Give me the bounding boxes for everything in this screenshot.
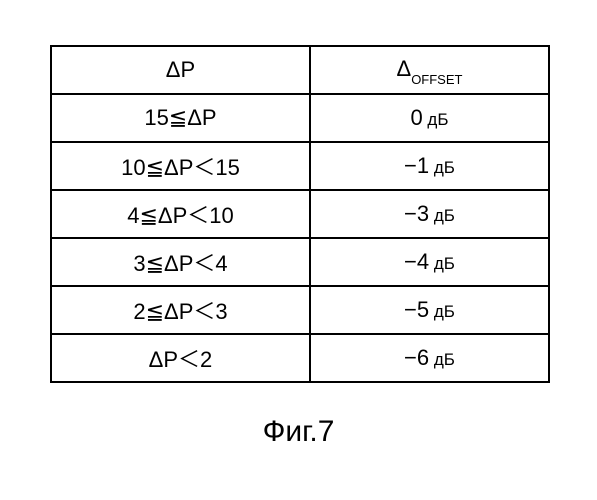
offset-unit: дБ xyxy=(423,110,449,129)
offset-unit: дБ xyxy=(429,302,455,321)
offset-unit: дБ xyxy=(429,254,455,273)
table-header-row: ΔP ΔOFFSET xyxy=(51,46,549,94)
range-cell: 15≦ΔP xyxy=(51,94,310,142)
table-row: 2≦ΔP＜3−5 дБ xyxy=(51,286,549,334)
offset-table: ΔP ΔOFFSET 15≦ΔP0 дБ10≦ΔP＜15−1 дБ4≦ΔP＜10… xyxy=(50,45,550,383)
offset-value: −4 xyxy=(404,249,429,274)
col-header-offset: ΔOFFSET xyxy=(310,46,549,94)
offset-value: −1 xyxy=(404,153,429,178)
value-cell: −5 дБ xyxy=(310,286,549,334)
offset-value: −3 xyxy=(404,201,429,226)
range-cell: 3≦ΔP＜4 xyxy=(51,238,310,286)
range-cell: 2≦ΔP＜3 xyxy=(51,286,310,334)
table-row: 3≦ΔP＜4−4 дБ xyxy=(51,238,549,286)
range-cell: ΔP＜2 xyxy=(51,334,310,382)
table-row: 15≦ΔP0 дБ xyxy=(51,94,549,142)
offset-unit: дБ xyxy=(429,158,455,177)
table-row: ΔP＜2−6 дБ xyxy=(51,334,549,382)
offset-value: −5 xyxy=(404,297,429,322)
range-cell: 10≦ΔP＜15 xyxy=(51,142,310,190)
figure-caption: Фиг.7 xyxy=(0,415,597,449)
value-cell: −4 дБ xyxy=(310,238,549,286)
offset-value: −6 xyxy=(404,345,429,370)
delta-symbol: Δ xyxy=(396,56,411,81)
table-row: 4≦ΔP＜10−3 дБ xyxy=(51,190,549,238)
value-cell: 0 дБ xyxy=(310,94,549,142)
value-cell: −3 дБ xyxy=(310,190,549,238)
offset-unit: дБ xyxy=(429,350,455,369)
offset-sub: OFFSET xyxy=(411,72,462,87)
range-cell: 4≦ΔP＜10 xyxy=(51,190,310,238)
offset-unit: дБ xyxy=(429,206,455,225)
p-symbol: P xyxy=(180,57,195,82)
value-cell: −6 дБ xyxy=(310,334,549,382)
delta-symbol: Δ xyxy=(166,57,181,82)
lookup-table: ΔP ΔOFFSET 15≦ΔP0 дБ10≦ΔP＜15−1 дБ4≦ΔP＜10… xyxy=(50,45,550,383)
offset-value: 0 xyxy=(410,105,422,130)
table-row: 10≦ΔP＜15−1 дБ xyxy=(51,142,549,190)
col-header-dp: ΔP xyxy=(51,46,310,94)
value-cell: −1 дБ xyxy=(310,142,549,190)
table-body: 15≦ΔP0 дБ10≦ΔP＜15−1 дБ4≦ΔP＜10−3 дБ3≦ΔP＜4… xyxy=(51,94,549,382)
